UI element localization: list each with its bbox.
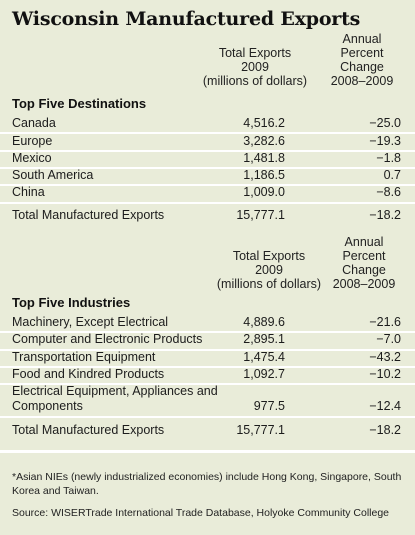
row-label: Computer and Electronic Products — [12, 332, 203, 346]
row-value: 977.5 — [253, 399, 285, 413]
total-value: 15,777.1 — [236, 423, 285, 437]
change-header-line: Change — [342, 263, 386, 277]
total-change: −18.2 — [369, 208, 401, 222]
exports-header-line: Total Exports — [218, 46, 292, 60]
table-row: Electrical Equipment, Appliances and Com… — [0, 384, 415, 416]
total-label: Total Manufactured Exports — [12, 208, 165, 222]
row-change: −1.8 — [376, 151, 401, 165]
total-row: Total Manufactured Exports 15,777.1 −18.… — [0, 423, 415, 440]
table-row: South America 1,186.5 0.7 — [0, 168, 415, 185]
exports-column-header: Total Exports 2009 (millions of dollars) — [200, 46, 310, 88]
row-label: Food and Kindred Products — [12, 367, 165, 381]
row-divider — [0, 383, 415, 385]
total-row: Total Manufactured Exports 15,777.1 −18.… — [0, 208, 415, 225]
row-divider — [0, 416, 415, 418]
table-row: Computer and Electronic Products 2,895.1… — [0, 332, 415, 349]
row-value: 1,481.8 — [243, 151, 285, 165]
source-note: Source: WISERTrade International Trade D… — [12, 507, 390, 519]
table-row: Machinery, Except Electrical 4,889.6 −21… — [0, 315, 415, 332]
table-row: Europe 3,282.6 −19.3 — [0, 134, 415, 151]
row-change: −19.3 — [369, 134, 401, 148]
row-change: 0.7 — [383, 168, 401, 182]
exports-column-header: Total Exports 2009 (millions of dollars) — [214, 249, 324, 291]
row-value: 1,009.0 — [243, 185, 285, 199]
change-header-line: Annual — [344, 235, 384, 249]
row-value: 4,516.2 — [243, 116, 285, 130]
row-value: 3,282.6 — [243, 134, 285, 148]
row-label: Mexico — [12, 151, 52, 165]
change-column-header: Annual Percent Change 2008–2009 — [322, 235, 406, 291]
row-value: 1,092.7 — [243, 367, 285, 381]
table-row: China 1,009.0 −8.6 — [0, 185, 415, 202]
row-change: −43.2 — [369, 350, 401, 364]
exports-header-line: (millions of dollars) — [202, 74, 308, 88]
row-value: 4,889.6 — [243, 315, 285, 329]
row-value: 2,895.1 — [243, 332, 285, 346]
row-change: −10.2 — [369, 367, 401, 381]
row-label-line: Electrical Equipment, Appliances and — [12, 384, 218, 398]
exports-header-line: Total Exports — [232, 249, 306, 263]
page-title: Wisconsin Manufactured Exports — [12, 8, 361, 30]
row-label-line: Components — [12, 399, 83, 413]
footnote-divider — [0, 450, 415, 453]
row-divider — [0, 349, 415, 351]
change-column-header: Annual Percent Change 2008–2009 — [320, 32, 404, 88]
exports-header-line: 2009 — [241, 60, 269, 74]
row-label: South America — [12, 168, 94, 182]
change-header-line: 2008–2009 — [330, 74, 394, 88]
row-divider — [0, 167, 415, 169]
table-row: Transportation Equipment 1,475.4 −43.2 — [0, 350, 415, 367]
row-label: Machinery, Except Electrical — [12, 315, 169, 329]
row-divider — [0, 331, 415, 333]
row-change: −7.0 — [376, 332, 401, 346]
row-value: 1,475.4 — [243, 350, 285, 364]
table-row: Mexico 1,481.8 −1.8 — [0, 151, 415, 168]
row-label: Europe — [12, 134, 53, 148]
row-change: −8.6 — [376, 185, 401, 199]
row-divider — [0, 132, 415, 134]
row-label: Electrical Equipment, Appliances and Com… — [12, 384, 218, 414]
change-header-line: Percent — [342, 249, 386, 263]
row-change: −25.0 — [369, 116, 401, 130]
footnote-nies: *Asian NIEs (newly industrialized econom… — [12, 471, 402, 497]
change-header-line: 2008–2009 — [332, 277, 396, 291]
row-label: Transportation Equipment — [12, 350, 156, 364]
industries-heading: Top Five Industries — [12, 295, 131, 310]
exports-header-line: (millions of dollars) — [216, 277, 322, 291]
exports-header-line: 2009 — [255, 263, 283, 277]
row-label: China — [12, 185, 45, 199]
change-header-line: Percent — [340, 46, 384, 60]
row-change: −12.4 — [369, 399, 401, 413]
table-row: Canada 4,516.2 −25.0 — [0, 116, 415, 133]
change-header-line: Change — [340, 60, 384, 74]
row-change: −21.6 — [369, 315, 401, 329]
row-value: 1,186.5 — [243, 168, 285, 182]
total-value: 15,777.1 — [236, 208, 285, 222]
destinations-heading: Top Five Destinations — [12, 96, 147, 111]
row-divider — [0, 202, 415, 204]
total-change: −18.2 — [369, 423, 401, 437]
row-divider — [0, 150, 415, 152]
table-row: Food and Kindred Products 1,092.7 −10.2 — [0, 367, 415, 384]
row-label: Canada — [12, 116, 56, 130]
row-divider — [0, 366, 415, 368]
total-label: Total Manufactured Exports — [12, 423, 165, 437]
row-divider — [0, 184, 415, 186]
change-header-line: Annual — [342, 32, 382, 46]
